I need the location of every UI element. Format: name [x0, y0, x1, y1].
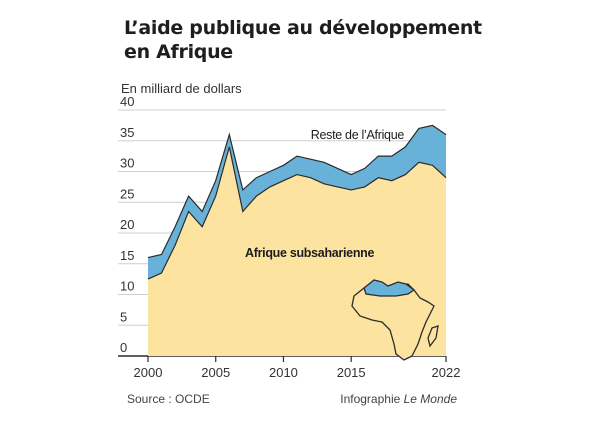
x-tick-labels: 2000 2005 2010 2015 2022: [134, 356, 461, 380]
africa-map-icon: [351, 279, 439, 361]
chart-title: L’aide publique au développement en Afri…: [124, 16, 484, 64]
y-tick-label-10: 10: [120, 279, 134, 294]
y-tick-labels: 0 5 10 15 20 25 30 35 40: [120, 94, 134, 355]
x-tick-label-2015: 2015: [337, 365, 366, 380]
y-axis-unit-label: En milliard de dollars: [121, 81, 242, 96]
y-tick-label-20: 20: [120, 217, 134, 232]
chart-title-line-2: en Afrique: [124, 41, 233, 63]
x-tick-label-2010: 2010: [269, 365, 298, 380]
credit-prefix: Infographie: [340, 392, 404, 406]
credit-note: Infographie Le Monde: [340, 392, 457, 406]
series-label-rest-of-africa: Reste de l’Afrique: [311, 128, 405, 142]
area-rest-of-africa: [148, 125, 446, 280]
y-tick-label-25: 25: [120, 186, 134, 201]
y-tick-label-40: 40: [120, 94, 134, 109]
y-tick-label-0: 0: [120, 340, 127, 355]
credit-name: Le Monde: [403, 392, 457, 406]
africa-map-north: [363, 279, 416, 297]
line-subsaharan: [147, 146, 447, 280]
x-tick-label-2000: 2000: [134, 365, 163, 380]
x-tick-label-2022: 2022: [432, 365, 461, 380]
x-tick-label-2005: 2005: [201, 365, 230, 380]
y-tick-label-5: 5: [120, 309, 127, 324]
y-tick-label-15: 15: [120, 248, 134, 263]
chart-title-line-1: L’aide publique au développement: [124, 17, 482, 39]
line-total: [147, 124, 447, 259]
y-tick-label-30: 30: [120, 156, 134, 171]
source-note: Source : OCDE: [127, 392, 210, 406]
series-label-subsaharan-africa: Afrique subsaharienne: [245, 246, 374, 260]
africa-map-madagascar: [427, 325, 439, 348]
y-tick-label-35: 35: [120, 125, 134, 140]
africa-map-south: [351, 283, 435, 361]
